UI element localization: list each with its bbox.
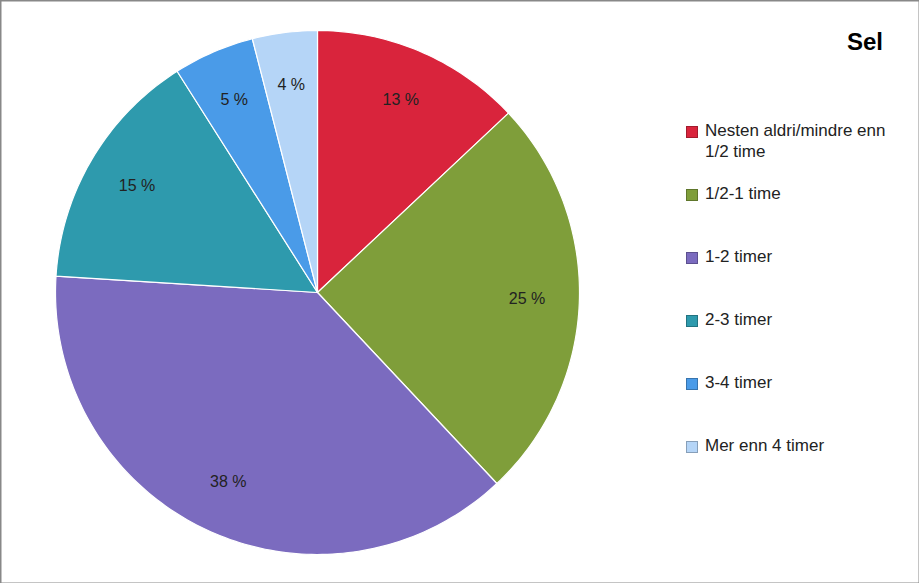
svg-text:38 %: 38 % <box>210 473 246 490</box>
html-text:1/2-1 time: 1/2-1 time <box>705 184 781 203</box>
svg-text:25 %: 25 % <box>509 290 545 307</box>
html-text:3-4 timer: 3-4 timer <box>705 373 773 392</box>
html-text:2-3 timer: 2-3 timer <box>705 310 773 329</box>
svg-text:5 %: 5 % <box>220 91 248 108</box>
svg-text:4 %: 4 % <box>277 76 305 93</box>
html-text:1-2 timer: 1-2 timer <box>705 247 773 266</box>
html-text:Mer enn 4 timer: Mer enn 4 timer <box>705 436 824 455</box>
svg-text:15 %: 15 % <box>119 177 155 194</box>
svg-text:13 %: 13 % <box>383 91 419 108</box>
html-text:Nesten aldri/mindre enn 1/2 ti: Nesten aldri/mindre enn 1/2 time <box>705 121 886 161</box>
html-text:Sel: Sel <box>847 28 883 55</box>
